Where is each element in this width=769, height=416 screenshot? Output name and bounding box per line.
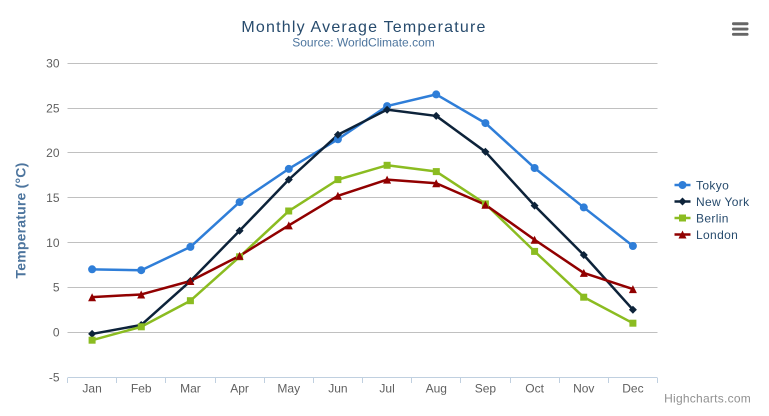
svg-text:Apr: Apr: [230, 382, 249, 396]
svg-text:10: 10: [46, 236, 60, 250]
svg-text:25: 25: [46, 101, 60, 115]
svg-text:Aug: Aug: [426, 382, 447, 396]
svg-text:Nov: Nov: [573, 382, 594, 396]
svg-text:Temperature (°C): Temperature (°C): [13, 163, 29, 279]
svg-text:Mar: Mar: [180, 382, 201, 396]
svg-text:20: 20: [46, 146, 60, 160]
svg-text:Feb: Feb: [131, 382, 152, 396]
svg-text:Monthly Average Temperature: Monthly Average Temperature: [241, 19, 486, 36]
svg-text:15: 15: [46, 191, 60, 205]
svg-text:30: 30: [46, 56, 60, 70]
svg-text:5: 5: [53, 281, 60, 295]
svg-text:New York: New York: [696, 195, 750, 209]
svg-text:Sep: Sep: [475, 382, 497, 396]
svg-text:Tokyo: Tokyo: [696, 178, 729, 192]
svg-text:0: 0: [53, 326, 60, 340]
svg-text:Jul: Jul: [379, 382, 394, 396]
svg-text:Dec: Dec: [622, 382, 643, 396]
svg-text:Jan: Jan: [82, 382, 101, 396]
svg-text:-5: -5: [49, 370, 60, 384]
svg-text:London: London: [696, 228, 738, 242]
svg-text:Highcharts.com: Highcharts.com: [664, 391, 751, 405]
svg-text:Source: WorldClimate.com: Source: WorldClimate.com: [292, 36, 435, 50]
svg-text:Oct: Oct: [525, 382, 544, 396]
svg-text:May: May: [277, 382, 300, 396]
svg-text:Berlin: Berlin: [696, 211, 729, 225]
svg-text:Jun: Jun: [328, 382, 347, 396]
